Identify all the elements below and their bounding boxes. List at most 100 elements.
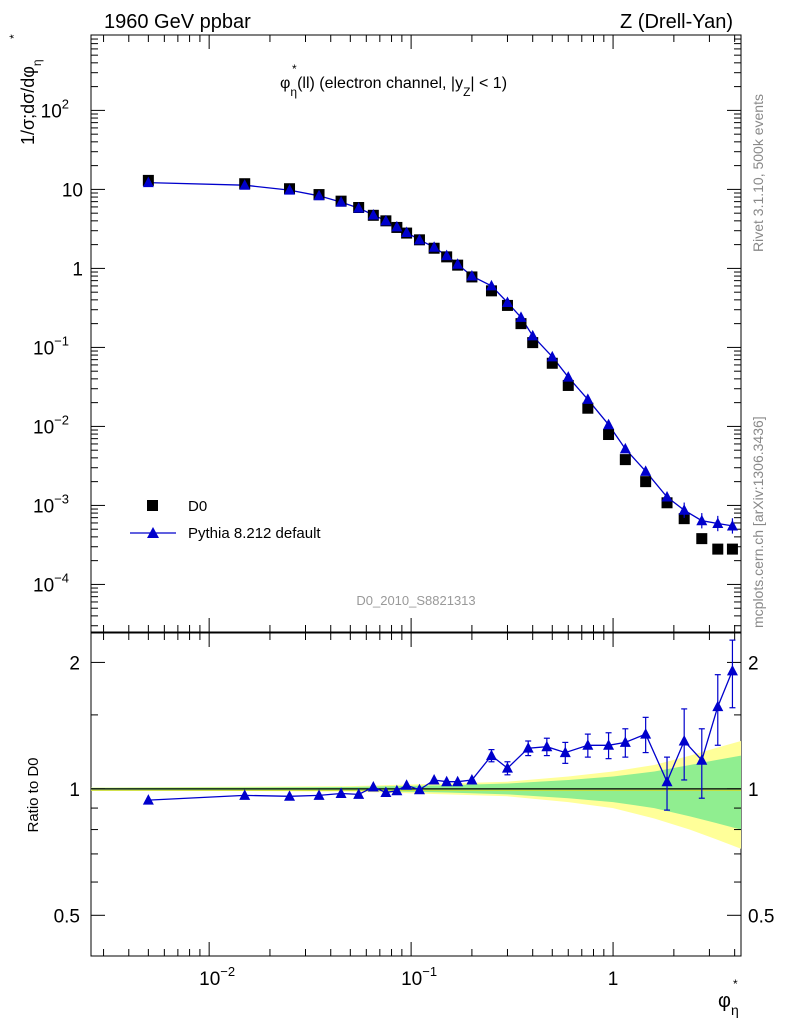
mc-point: [239, 179, 251, 190]
plot-title-rest2: | < 1): [470, 75, 507, 92]
ratio-point: [696, 754, 708, 765]
d0-point: [582, 402, 594, 414]
d0-point: [726, 543, 738, 555]
mc-point: [515, 311, 527, 322]
ratio-point: [284, 790, 296, 801]
ratio-point: [428, 773, 440, 785]
mc-point: [527, 329, 539, 341]
ratio-point: [391, 784, 403, 796]
mc-point: [313, 189, 325, 201]
ratio-point: [313, 789, 325, 800]
ratio-point: [466, 773, 478, 785]
mc-point: [501, 296, 513, 308]
ratio-point: [353, 788, 365, 799]
x-tick-label: 10−2: [199, 964, 235, 990]
mc-point: [441, 249, 453, 261]
analysis-watermark: D0_2010_S8821313: [356, 593, 475, 608]
x-tick-label: 10−1: [401, 964, 437, 990]
d0-point: [546, 357, 558, 369]
y-tick-label-ratio-right: 0.5: [748, 906, 774, 927]
ratio-point: [726, 664, 738, 676]
legend: D0 Pythia 8.212 default: [130, 498, 321, 542]
ratio-point: [367, 781, 379, 792]
mc-point: [284, 184, 296, 195]
main-plot-frame: [90, 34, 742, 633]
mc-point: [380, 214, 392, 226]
tick-labels: 10−2 10−1 1 102 10 1 10−1 10−2 10−3 10−4 2 2 1 1 0.5 0.…: [33, 96, 774, 990]
axis-ticks: [91, 34, 741, 957]
plot-title-sub: η: [290, 85, 297, 99]
y-label-main-sub: η: [30, 59, 44, 66]
d0-point: [515, 318, 527, 330]
mc-point: [391, 220, 403, 232]
y-tick-label-main: 102: [41, 96, 69, 122]
plot-title-phi: φ: [280, 75, 290, 92]
mc-point: [640, 465, 652, 476]
mc-point: [619, 442, 631, 454]
mcplots-label: mcplots.cern.ch [arXiv:1306.3436]: [750, 416, 766, 628]
rivet-label: Rivet 3.1.10, 500k events: [750, 94, 766, 252]
header-right: Z (Drell-Yan): [620, 11, 733, 33]
x-label-text: φ: [718, 990, 731, 1012]
y-label-main-text: 1/σ;dσ/dφ: [18, 66, 38, 145]
ratio-point: [559, 746, 571, 758]
mc-point: [546, 350, 558, 362]
d0-point: [619, 454, 631, 466]
header-left: 1960 GeV ppbar: [104, 11, 251, 33]
mc-point: [335, 196, 347, 207]
svg-text:1/σ;dσ/dφη: 1/σ;dσ/dφη: [18, 59, 44, 145]
ratio-point: [619, 736, 631, 747]
main-data: [142, 174, 738, 555]
legend-label-mc: Pythia 8.212 default: [188, 525, 321, 542]
ratio-point: [441, 775, 453, 787]
ratio-point: [541, 740, 553, 752]
ratio-point: [522, 742, 534, 753]
x-axis-label: φη: [718, 990, 739, 1018]
d0-point: [678, 513, 690, 525]
d0-point: [661, 497, 673, 509]
y-tick-label-main: 10−4: [33, 570, 69, 596]
d0-point: [603, 429, 615, 441]
ratio-point: [640, 728, 652, 739]
ratio-point: [380, 786, 392, 798]
ratio-point: [239, 789, 251, 800]
mc-point: [413, 233, 425, 245]
y-label-main-sup: *: [7, 34, 21, 39]
y-axis-label-ratio: Ratio to D0: [25, 757, 42, 832]
y-tick-label-main: 10: [62, 180, 83, 201]
y-tick-label-ratio-right: 2: [748, 653, 759, 674]
ratio-point: [401, 779, 413, 790]
d0-point: [485, 285, 497, 297]
y-tick-label-ratio-left: 2: [69, 653, 80, 674]
ratio-point: [142, 794, 154, 805]
mc-point: [661, 490, 673, 502]
y-tick-label-main: 1: [72, 259, 83, 280]
mc-point: [582, 393, 594, 404]
y-axis-label-main: 1/σ;dσ/dφη *: [7, 34, 44, 145]
ratio-point: [678, 734, 690, 746]
mc-point: [401, 226, 413, 237]
ratio-point: [452, 775, 464, 787]
y-tick-label-main: 10−2: [33, 412, 69, 438]
ratio-point: [501, 762, 513, 773]
ratio-point: [661, 775, 673, 787]
mc-point: [142, 176, 154, 188]
mc-point: [367, 208, 379, 220]
ratio-point: [582, 739, 594, 750]
mc-point: [562, 371, 574, 382]
d0-point: [640, 476, 652, 488]
legend-label-d0: D0: [188, 498, 207, 515]
ratio-point: [413, 783, 425, 795]
d0-point: [696, 533, 708, 545]
mc-point: [428, 241, 440, 252]
d0-point: [712, 543, 724, 555]
ratio-data: [142, 639, 738, 811]
plot-title-sup: *: [292, 62, 297, 76]
x-label-sub: η: [731, 1002, 739, 1018]
y-tick-label-ratio-left: 0.5: [54, 906, 80, 927]
ratio-point: [485, 749, 497, 761]
legend-marker-mc: [147, 527, 159, 538]
x-tick-label: 1: [608, 969, 619, 990]
mc-point: [466, 270, 478, 281]
